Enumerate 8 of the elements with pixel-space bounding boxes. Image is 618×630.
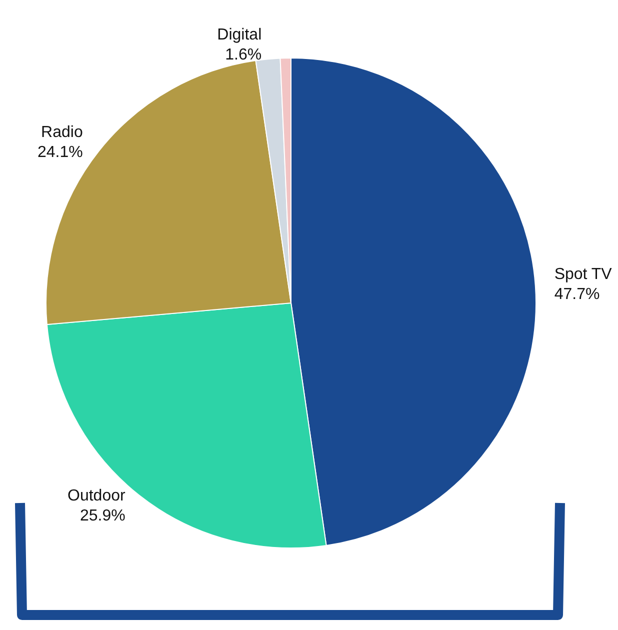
data-label: 1.6% xyxy=(225,46,262,64)
data-label: 25.9% xyxy=(80,508,126,525)
data-label: 47.7% xyxy=(554,286,600,303)
data-label: 24.1% xyxy=(37,144,83,161)
slice-label: Radio xyxy=(41,124,83,141)
slice-label: Spot TV xyxy=(554,266,612,283)
slice-label: Outdoor xyxy=(68,488,126,505)
slice-label: Digital xyxy=(217,26,262,44)
